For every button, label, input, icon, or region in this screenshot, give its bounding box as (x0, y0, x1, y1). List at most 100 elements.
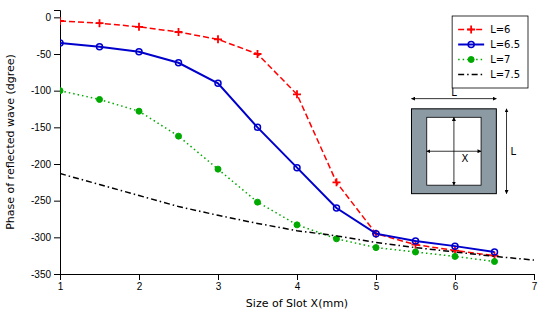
point-marker (413, 238, 419, 244)
chart-svg: 12345670-50-100-150-200-250-300-350Size … (0, 0, 548, 314)
point-marker (97, 44, 103, 50)
point-marker (255, 199, 261, 205)
legend-line (458, 44, 484, 46)
y-tick-label: -100 (31, 85, 51, 96)
legend-label: L=7 (490, 54, 510, 65)
x-tick: 3 (216, 274, 222, 292)
point-marker (452, 253, 458, 259)
y-tick-label: -250 (31, 195, 51, 206)
series-marks (60, 17, 534, 265)
point-group (215, 80, 221, 86)
legend-marker (468, 57, 474, 63)
point-marker (60, 40, 63, 46)
x-axis-title: Size of Slot X(mm) (246, 297, 348, 310)
y-axis-title: Phase of reflected wave (dgree) (4, 54, 17, 230)
y-tick-label: -300 (31, 232, 51, 243)
point-group (135, 23, 143, 31)
point-marker (492, 259, 498, 265)
point-marker (176, 60, 182, 66)
point-marker (334, 205, 340, 211)
point-marker (492, 249, 498, 255)
point-group (492, 259, 498, 265)
point-group (136, 108, 142, 114)
x-tick-mark (376, 274, 377, 280)
y-axis-line (54, 11, 61, 275)
point-group (214, 35, 222, 43)
point-marker (97, 96, 103, 102)
inset-label: L (451, 87, 457, 98)
point-marker (135, 23, 143, 31)
y-tick: 0 (45, 12, 60, 23)
point-group (136, 49, 142, 55)
x-tick: 6 (453, 274, 459, 292)
point-marker (373, 231, 379, 237)
y-tick: -150 (31, 122, 60, 133)
x-tick-label: 5 (374, 281, 380, 292)
point-group (294, 165, 300, 171)
point-group (452, 253, 458, 259)
x-tick-label: 1 (58, 281, 64, 292)
x-tick-mark (139, 274, 140, 280)
y-tick-mark (54, 274, 60, 275)
point-group (334, 205, 340, 211)
point-group (97, 44, 103, 50)
x-tick-mark (218, 274, 219, 280)
legend-label: L=6 (490, 24, 510, 35)
y-tick-mark (54, 164, 60, 165)
inset-dimension-arrow (506, 109, 507, 194)
y-tick-mark (54, 127, 60, 128)
point-marker (60, 17, 64, 25)
point-marker (413, 249, 419, 255)
point-group (60, 40, 63, 46)
legend-label: L=7.5 (490, 69, 520, 80)
legend-entry: L=6 (458, 24, 510, 35)
point-marker (96, 19, 104, 27)
point-group (96, 19, 104, 27)
point-group (333, 178, 341, 186)
point-group (294, 222, 300, 228)
x-tick: 2 (137, 274, 143, 292)
point-marker (176, 133, 182, 139)
point-group (176, 133, 182, 139)
y-tick-label: -200 (31, 159, 51, 170)
y-tick-mark (54, 54, 60, 55)
y-tick-mark (54, 91, 60, 92)
point-group (60, 17, 64, 25)
x-tick-mark (455, 274, 456, 280)
point-group (175, 28, 183, 36)
series-group (60, 17, 499, 260)
point-marker (333, 178, 341, 186)
y-tick: -350 (31, 269, 60, 280)
legend-marker (467, 26, 475, 34)
y-tick-label: 0 (45, 12, 51, 23)
point-marker (175, 28, 183, 36)
x-tick-label: 3 (216, 281, 222, 292)
point-marker (215, 166, 221, 172)
point-group (452, 243, 458, 249)
y-tick-mark (54, 17, 60, 18)
legend-marker-group (467, 26, 475, 34)
series-group (60, 88, 498, 265)
x-tick: 1 (58, 274, 64, 292)
y-tick: -300 (31, 232, 60, 243)
y-axis: 0 -50 -100 -150 -200 -250 -300 -350 (31, 11, 61, 280)
point-group (373, 245, 379, 251)
point-marker (294, 165, 300, 171)
x-tick-label: 4 (295, 281, 301, 292)
point-group (215, 166, 221, 172)
point-group (492, 249, 498, 255)
x-axis-line (61, 275, 535, 281)
point-group (97, 96, 103, 102)
legend-line (458, 74, 484, 76)
y-tick-mark (54, 201, 60, 202)
point-group (373, 231, 379, 237)
y-tick: -50 (37, 49, 60, 60)
y-tick: -250 (31, 195, 60, 206)
legend-frame (452, 16, 528, 88)
legend-marker-group (468, 57, 474, 63)
chart-container: 12345670-50-100-150-200-250-300-350Size … (0, 0, 548, 314)
x-tick: 4 (295, 274, 301, 292)
point-marker (136, 49, 142, 55)
inset-label: L (511, 146, 517, 157)
point-marker (294, 222, 300, 228)
